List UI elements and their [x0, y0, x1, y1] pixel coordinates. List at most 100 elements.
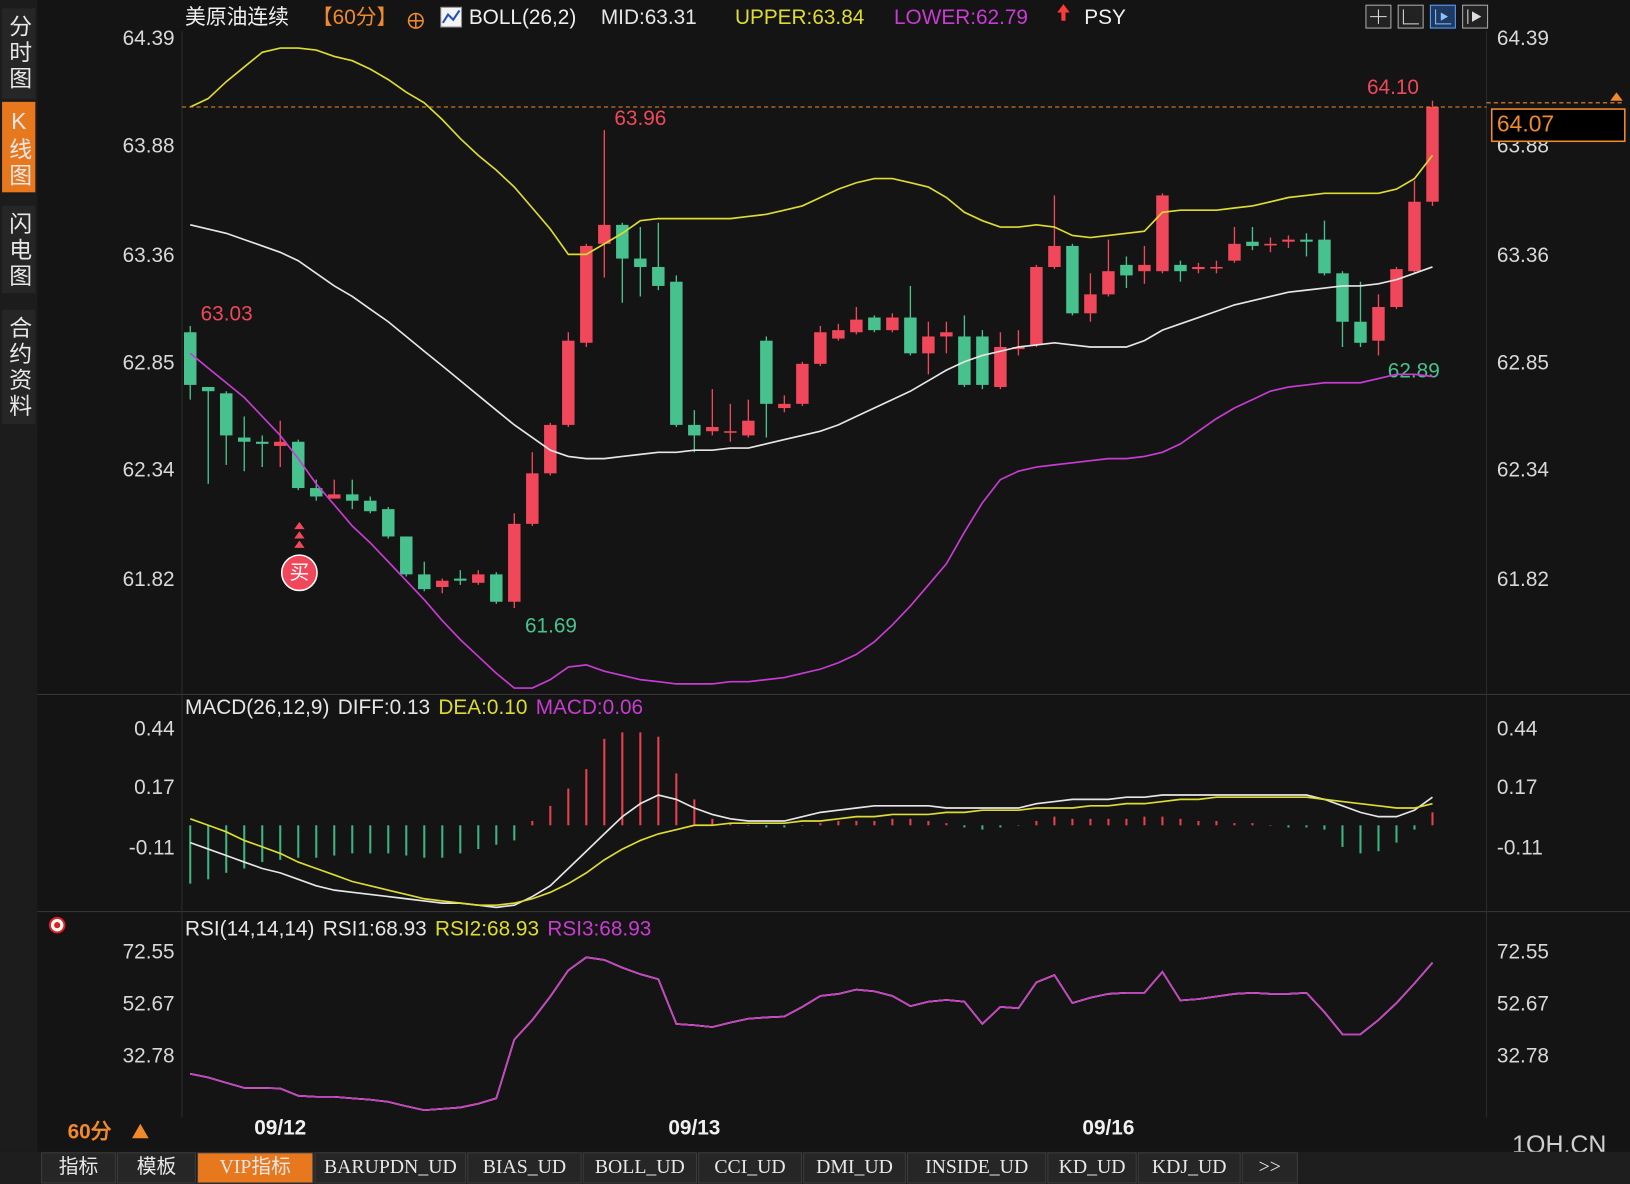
- timeframe[interactable]: 60分: [68, 1121, 112, 1144]
- y2-tick-label: 63.36: [1497, 244, 1549, 267]
- timeframe-arrow[interactable]: [132, 1123, 149, 1139]
- tab-label[interactable]: BARUPDN_UD: [324, 1156, 457, 1178]
- histogram-bar: [765, 825, 768, 828]
- histogram-bar: [1143, 816, 1146, 826]
- y-tick-label: 64.39: [123, 27, 175, 50]
- candle-body: [652, 266, 665, 286]
- tab[interactable]: [906, 1152, 1047, 1184]
- histogram-bar: [441, 825, 444, 858]
- y-tick-label: 62.34: [123, 459, 175, 482]
- indicator-title: RSI(14,14,14): [185, 918, 314, 941]
- tab[interactable]: [41, 1152, 116, 1184]
- tab[interactable]: [467, 1152, 582, 1184]
- sidebar-tab-label[interactable]: 合约资料: [6, 316, 32, 420]
- candle-body: [544, 424, 557, 474]
- histogram-bar: [477, 825, 480, 850]
- tab[interactable]: [116, 1152, 196, 1184]
- y-tick-label: 52.67: [123, 993, 175, 1016]
- candle-body: [436, 580, 449, 588]
- histogram-bar: [927, 820, 930, 826]
- candle-body: [1228, 243, 1241, 261]
- candle-body: [634, 258, 647, 267]
- tab-label[interactable]: INSIDE_UD: [925, 1156, 1028, 1178]
- indicator-name: BOLL(26,2): [469, 6, 576, 29]
- candle-body: [274, 441, 287, 446]
- sidebar-tab-label[interactable]: 分时图: [6, 15, 32, 93]
- tab-label[interactable]: CCI_UD: [714, 1156, 785, 1178]
- sidebar-tab[interactable]: [2, 205, 36, 294]
- tab-label[interactable]: >>: [1259, 1156, 1281, 1178]
- candle-body: [760, 340, 773, 404]
- histogram-bar: [1413, 825, 1416, 830]
- tab-label[interactable]: KD_UD: [1059, 1156, 1126, 1178]
- tab[interactable]: [1137, 1152, 1241, 1184]
- histogram-bar: [1323, 825, 1326, 830]
- histogram-bar: [315, 825, 318, 858]
- tab-label[interactable]: 模板: [137, 1156, 177, 1178]
- histogram-bar: [1305, 825, 1308, 828]
- legend-entry: DEA:0.10: [438, 696, 527, 719]
- y-tick-label: 63.88: [123, 134, 175, 157]
- chart-title: 美原油连续: [185, 6, 289, 29]
- legend-entry: UPPER:63.84: [735, 6, 864, 29]
- histogram-bar: [1197, 820, 1200, 826]
- histogram-bar: [873, 820, 876, 826]
- candle-body: [1012, 346, 1025, 350]
- up-arrow-icon: [1057, 4, 1070, 21]
- histogram-bar: [297, 825, 300, 858]
- series-line: [189, 47, 1434, 256]
- tab-label[interactable]: VIP指标: [220, 1156, 291, 1178]
- sidebar-tab[interactable]: [2, 8, 36, 99]
- candle-body: [1264, 243, 1277, 246]
- annotation: 63.96: [614, 107, 666, 130]
- indicator-icon[interactable]: [440, 6, 463, 28]
- candle-body: [364, 500, 377, 512]
- y2-tick-label: 72.55: [1497, 941, 1549, 964]
- buy-signal[interactable]: 买: [280, 521, 318, 592]
- histogram-bar: [1233, 823, 1236, 826]
- histogram-bar: [1071, 818, 1074, 826]
- histogram-bar: [801, 825, 804, 826]
- histogram-bar: [1251, 823, 1254, 826]
- tab-label[interactable]: BOLL_UD: [595, 1156, 685, 1178]
- add-icon[interactable]: [407, 12, 424, 29]
- y-tick-label: 63.36: [123, 244, 175, 267]
- candle-body: [1246, 241, 1259, 246]
- candle-body: [1408, 201, 1421, 272]
- histogram-bar: [189, 825, 192, 884]
- tab-label[interactable]: 指标: [59, 1156, 99, 1178]
- y-tick-label: 62.85: [123, 351, 175, 374]
- sidebar-tab-label[interactable]: K线图: [6, 108, 32, 189]
- last-price-label: 64.07: [1497, 111, 1554, 137]
- settings-dot[interactable]: [48, 916, 66, 934]
- indicator: [189, 732, 1434, 909]
- tab[interactable]: [314, 1152, 467, 1184]
- tab[interactable]: [1241, 1152, 1298, 1184]
- tab-label[interactable]: BIAS_UD: [483, 1156, 566, 1178]
- histogram-bar: [819, 823, 822, 826]
- candle-body: [1210, 266, 1223, 269]
- histogram-bar: [585, 769, 588, 826]
- histogram-bar: [531, 820, 534, 826]
- tab[interactable]: [1047, 1152, 1137, 1184]
- candle-body: [400, 536, 413, 575]
- histogram-bar: [1107, 818, 1110, 826]
- tab[interactable]: [196, 1152, 314, 1184]
- histogram-bar: [1341, 825, 1344, 847]
- candle-body: [382, 509, 395, 537]
- sidebar-tab-label[interactable]: 闪电图: [6, 212, 32, 290]
- toolbar-icons[interactable]: [1365, 4, 1489, 29]
- tab[interactable]: [698, 1152, 803, 1184]
- sidebar-tab[interactable]: [2, 101, 36, 193]
- histogram-bar: [711, 818, 714, 826]
- tab[interactable]: [803, 1152, 906, 1184]
- tab[interactable]: [582, 1152, 698, 1184]
- histogram-bar: [1089, 818, 1092, 826]
- y2-tick-label: 0.17: [1497, 776, 1537, 799]
- candle-body: [256, 441, 269, 444]
- tab-label[interactable]: KDJ_UD: [1152, 1156, 1227, 1178]
- sidebar-tab[interactable]: [2, 309, 36, 425]
- histogram-bar: [1395, 825, 1398, 843]
- annotation: 64.10: [1367, 76, 1419, 99]
- tab-label[interactable]: DMI_UD: [816, 1156, 893, 1178]
